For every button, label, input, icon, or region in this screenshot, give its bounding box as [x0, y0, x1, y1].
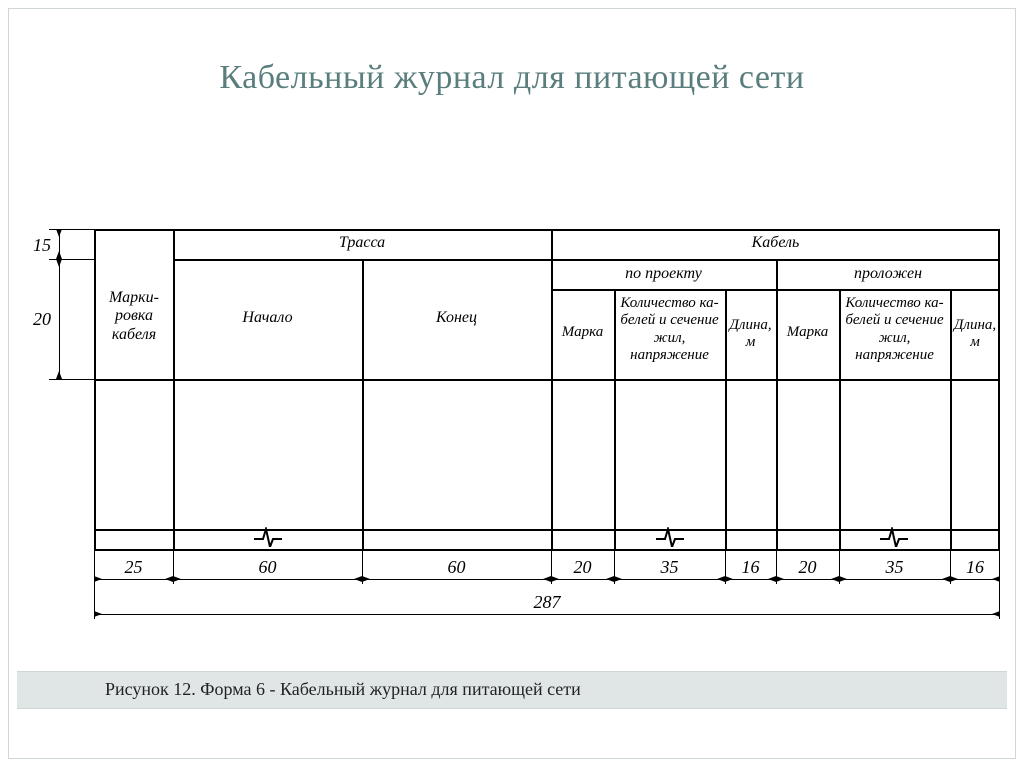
- dim-total-width: 287: [94, 592, 1000, 613]
- hdr-po-proektu: по проекту: [551, 265, 776, 283]
- slide-title: Кабельный журнал для питающей сети: [9, 59, 1015, 97]
- dim-col-6: 20: [776, 557, 839, 578]
- hdr-marka-2: Марка: [776, 324, 839, 341]
- hdr-dlina-1: Длина, м: [725, 317, 776, 352]
- dim-row2-height: 20: [29, 309, 55, 330]
- hdr-konec: Конец: [362, 309, 551, 327]
- hdr-prolozhen: проложен: [776, 265, 1000, 283]
- dim-col-7: 35: [839, 557, 950, 578]
- hdr-kabel: Кабель: [551, 234, 1000, 252]
- hdr-dlina-2: Длина, м: [950, 317, 1000, 352]
- dim-col-8: 16: [950, 557, 1000, 578]
- hdr-kolsech-2: Количество ка- белей и сечение жил, напр…: [839, 295, 950, 364]
- form-diagram: 15 20: [29, 229, 1013, 649]
- break-mark: [880, 527, 908, 547]
- dim-col-1: 60: [173, 557, 362, 578]
- hdr-marka-1: Марка: [551, 324, 614, 341]
- hdr-trassa: Трасса: [173, 234, 551, 252]
- hdr-col1: Марки- ровка кабеля: [98, 289, 170, 344]
- form-table: Марки- ровка кабеля Трасса Начало Конец …: [94, 229, 1000, 574]
- break-mark: [656, 527, 684, 547]
- dim-col-5: 16: [725, 557, 776, 578]
- dim-col-3: 20: [551, 557, 614, 578]
- dim-col-0: 25: [94, 557, 173, 578]
- slide-frame: Кабельный журнал для питающей сети 15 20: [8, 8, 1016, 759]
- dim-col-4: 35: [614, 557, 725, 578]
- dim-row1-height: 15: [29, 235, 55, 256]
- hdr-kolsech-1: Количество ка- белей и сечение жил, напр…: [614, 295, 725, 364]
- hdr-nachalo: Начало: [173, 309, 362, 327]
- caption-bar: Рисунок 12. Форма 6 - Кабельный журнал д…: [17, 671, 1007, 709]
- figure-caption: Рисунок 12. Форма 6 - Кабельный журнал д…: [105, 679, 581, 700]
- break-mark: [254, 527, 282, 547]
- dim-col-2: 60: [362, 557, 551, 578]
